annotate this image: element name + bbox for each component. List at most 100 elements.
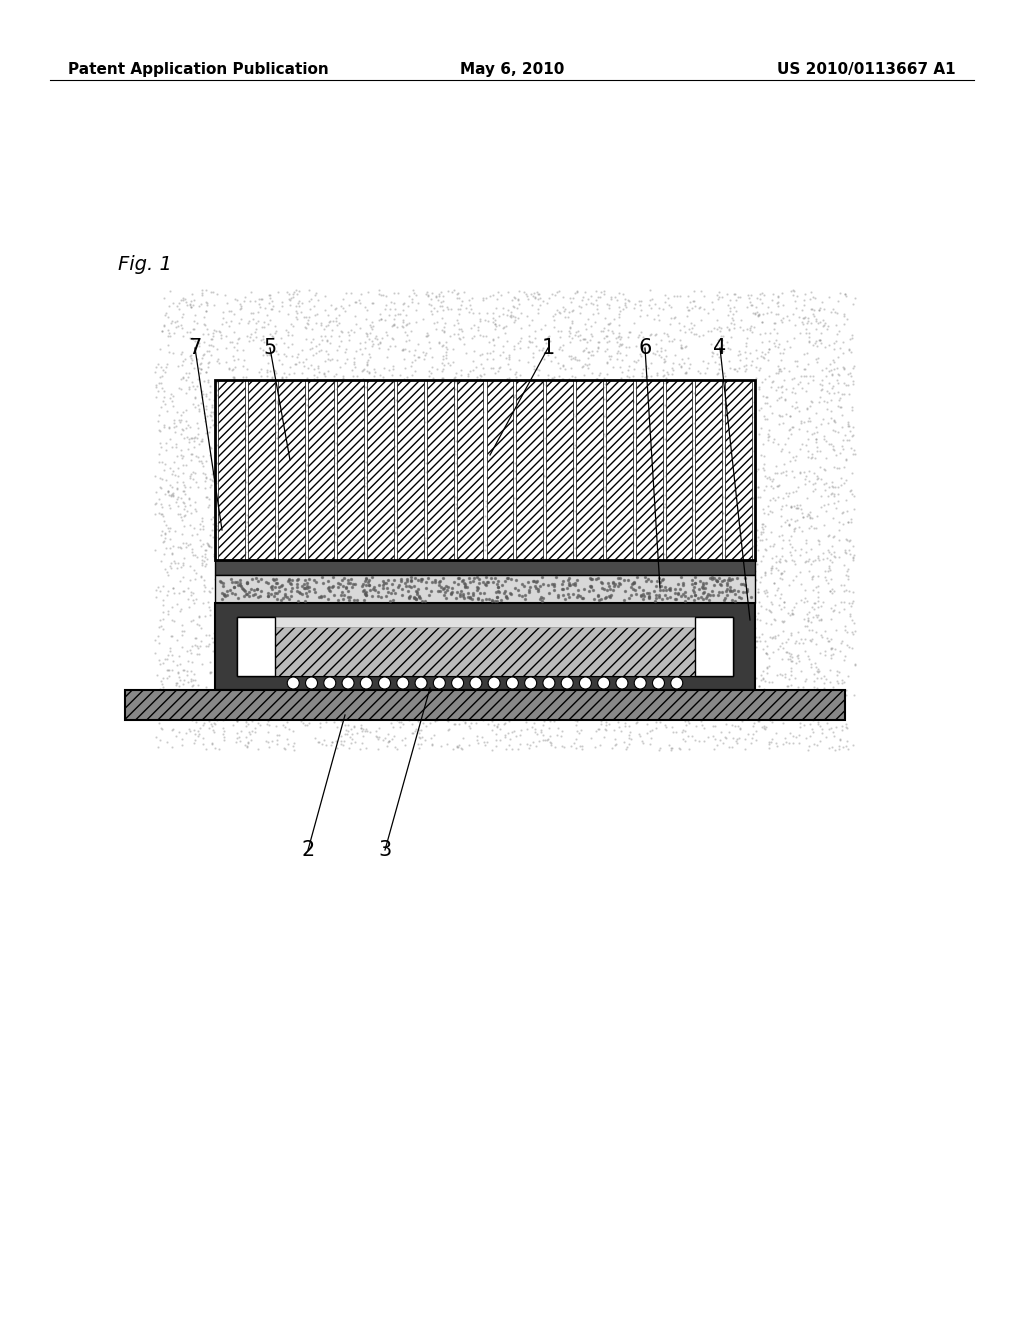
Point xyxy=(278,627,294,648)
Point xyxy=(652,618,669,639)
Point xyxy=(777,465,794,486)
Point xyxy=(220,648,237,669)
Point xyxy=(593,615,609,636)
Point xyxy=(572,550,589,572)
Point xyxy=(334,663,350,684)
Point xyxy=(685,281,701,302)
Point xyxy=(693,577,710,598)
Point xyxy=(220,680,237,701)
Point xyxy=(715,411,731,432)
Point xyxy=(414,569,430,590)
Point xyxy=(776,388,793,409)
Point xyxy=(763,376,779,397)
Point xyxy=(460,366,476,387)
Point xyxy=(703,672,720,693)
Point xyxy=(699,396,716,417)
Point xyxy=(773,610,790,631)
Point xyxy=(265,688,282,709)
Point xyxy=(654,490,671,511)
Point xyxy=(255,345,271,366)
Point xyxy=(355,359,372,380)
Point xyxy=(512,597,528,618)
Point xyxy=(161,322,177,343)
Point xyxy=(179,701,196,722)
Point xyxy=(478,672,495,693)
Point xyxy=(274,627,291,648)
Point xyxy=(777,727,794,748)
Point xyxy=(175,566,191,587)
Point xyxy=(153,717,169,738)
Point xyxy=(339,499,355,520)
Point xyxy=(462,294,478,315)
Point xyxy=(341,426,357,447)
Point xyxy=(335,368,351,389)
Point xyxy=(406,573,422,594)
Point xyxy=(206,413,222,434)
Point xyxy=(767,313,783,334)
Point xyxy=(551,364,567,385)
Point xyxy=(455,438,471,459)
Point xyxy=(207,442,223,463)
Point xyxy=(422,554,438,576)
Point xyxy=(230,495,247,516)
Point xyxy=(261,345,278,366)
Point xyxy=(800,610,816,631)
Point xyxy=(218,515,234,536)
Point xyxy=(213,462,229,483)
Point xyxy=(449,363,465,384)
Point xyxy=(717,366,733,387)
Point xyxy=(525,570,542,591)
Point xyxy=(372,601,388,622)
Point xyxy=(343,603,359,624)
Point xyxy=(628,519,644,540)
Point xyxy=(204,463,220,484)
Point xyxy=(335,403,351,424)
Point xyxy=(598,589,614,610)
Point xyxy=(214,434,230,455)
Point xyxy=(834,673,850,694)
Point xyxy=(834,404,850,425)
Point xyxy=(419,325,435,346)
Point xyxy=(783,651,800,672)
Point xyxy=(248,643,264,664)
Point xyxy=(746,525,763,546)
Point xyxy=(275,392,292,413)
Point xyxy=(330,451,346,473)
Point xyxy=(679,404,695,425)
Point xyxy=(256,446,272,467)
Point xyxy=(154,673,170,694)
Point xyxy=(324,319,340,341)
Point xyxy=(649,659,666,680)
Point xyxy=(274,708,291,729)
Point xyxy=(462,595,478,616)
Point xyxy=(638,433,654,454)
Point xyxy=(269,725,286,746)
Point xyxy=(426,492,442,513)
Point xyxy=(182,581,199,602)
Point xyxy=(215,576,231,597)
Point xyxy=(398,548,415,569)
Point xyxy=(672,496,688,517)
Point xyxy=(225,321,242,342)
Point xyxy=(540,374,556,395)
Point xyxy=(374,693,390,714)
Point xyxy=(203,329,219,350)
Point xyxy=(529,372,546,393)
Point xyxy=(549,281,565,302)
Point xyxy=(353,576,370,597)
Point xyxy=(722,655,738,676)
Point xyxy=(442,686,459,708)
Point xyxy=(494,385,510,407)
Point xyxy=(147,705,164,726)
Point xyxy=(688,715,705,737)
Point xyxy=(564,366,581,387)
Point xyxy=(836,598,852,619)
Point xyxy=(451,495,467,516)
Point xyxy=(594,478,610,499)
Point xyxy=(588,569,604,590)
Point xyxy=(454,364,470,385)
Point xyxy=(259,345,275,366)
Point xyxy=(337,557,353,578)
Point xyxy=(208,414,224,436)
Point xyxy=(172,536,188,557)
